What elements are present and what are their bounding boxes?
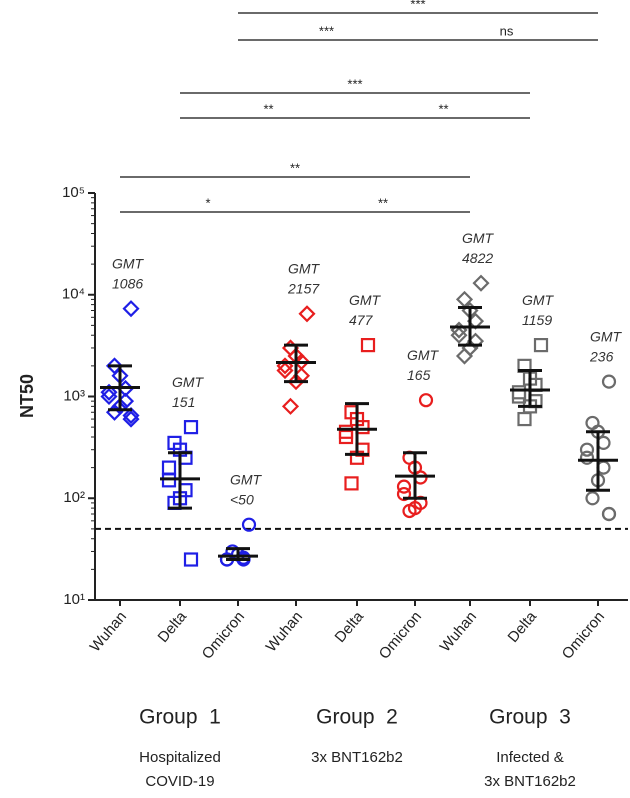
y-tick-label: 10⁵ <box>62 184 85 201</box>
significance-label: ns <box>500 23 514 38</box>
group-description: 3x BNT162b2 <box>484 773 576 790</box>
gmt-label: GMT <box>462 230 495 246</box>
point <box>276 361 294 380</box>
gmt-label: GMT <box>522 292 555 308</box>
significance-label: * <box>205 195 210 210</box>
point <box>579 450 595 465</box>
x-tick-label: Omicron <box>199 608 248 662</box>
group-name: Group 2 <box>316 706 398 729</box>
y-axis-label: NT50 <box>17 374 37 418</box>
point <box>601 506 617 522</box>
point <box>183 552 199 567</box>
point <box>402 503 417 519</box>
significance-label: ** <box>263 101 273 116</box>
group-name: Group 3 <box>489 706 571 729</box>
point <box>517 411 532 427</box>
point <box>585 491 600 506</box>
point <box>579 442 595 457</box>
group-description: COVID-19 <box>145 773 214 790</box>
x-tick-label: Omicron <box>559 608 608 662</box>
group-description: 3x BNT162b2 <box>311 749 403 766</box>
significance-label: ** <box>378 195 388 210</box>
point <box>161 460 177 475</box>
point <box>344 476 359 491</box>
gmt-label: GMT <box>590 328 623 344</box>
point <box>122 300 140 318</box>
point <box>418 393 434 408</box>
x-tick-label: Delta <box>505 608 541 646</box>
point <box>100 383 118 401</box>
gmt-label: 2157 <box>287 280 320 296</box>
significance-label: ** <box>438 101 448 116</box>
point <box>396 479 412 494</box>
gmt-label: 1086 <box>112 275 143 291</box>
x-tick-label: Delta <box>332 608 368 646</box>
gmt-label: GMT <box>288 260 321 276</box>
x-tick-label: Wuhan <box>263 608 306 655</box>
point <box>241 517 257 532</box>
point <box>455 347 474 365</box>
x-tick-label: Omicron <box>376 608 425 662</box>
point <box>472 274 490 292</box>
point <box>450 326 468 344</box>
x-tick-label: Delta <box>155 608 191 646</box>
gmt-label: 165 <box>407 367 431 383</box>
point <box>601 374 617 389</box>
gmt-label: <50 <box>230 491 254 507</box>
gmt-label: GMT <box>172 374 205 390</box>
point <box>585 415 600 431</box>
gmt-label: 151 <box>172 394 195 410</box>
gmt-label: 1159 <box>522 312 552 328</box>
y-tick-label: 10⁴ <box>62 286 85 303</box>
x-tick-label: Wuhan <box>87 608 130 655</box>
gmt-label: GMT <box>112 255 145 271</box>
gmt-label: 236 <box>589 348 614 364</box>
group-name: Group 1 <box>139 706 221 729</box>
y-tick-label: 10¹ <box>63 591 85 608</box>
point <box>183 420 199 435</box>
group-description: Infected & <box>496 749 564 766</box>
point <box>281 397 300 415</box>
point <box>298 305 316 323</box>
point <box>122 406 140 425</box>
point <box>276 357 294 375</box>
x-tick-label: Wuhan <box>437 608 480 655</box>
y-tick-label: 10³ <box>63 387 85 404</box>
gmt-label: GMT <box>230 471 263 487</box>
significance-label: ** <box>290 160 300 175</box>
significance-label: *** <box>410 0 425 11</box>
point <box>360 338 376 353</box>
gmt-label: 477 <box>349 312 374 328</box>
group-description: Hospitalized <box>139 749 221 766</box>
point <box>122 410 140 428</box>
point <box>100 387 118 406</box>
gmt-label: GMT <box>407 347 440 363</box>
point <box>338 429 354 445</box>
point <box>450 321 468 339</box>
significance-label: *** <box>319 23 334 38</box>
significance-label: *** <box>347 76 362 91</box>
y-tick-label: 10² <box>63 489 85 506</box>
point <box>533 338 549 353</box>
gmt-label: GMT <box>349 292 382 308</box>
gmt-label: 4822 <box>462 250 493 266</box>
point <box>396 486 412 502</box>
point <box>511 385 527 400</box>
point <box>287 373 305 391</box>
